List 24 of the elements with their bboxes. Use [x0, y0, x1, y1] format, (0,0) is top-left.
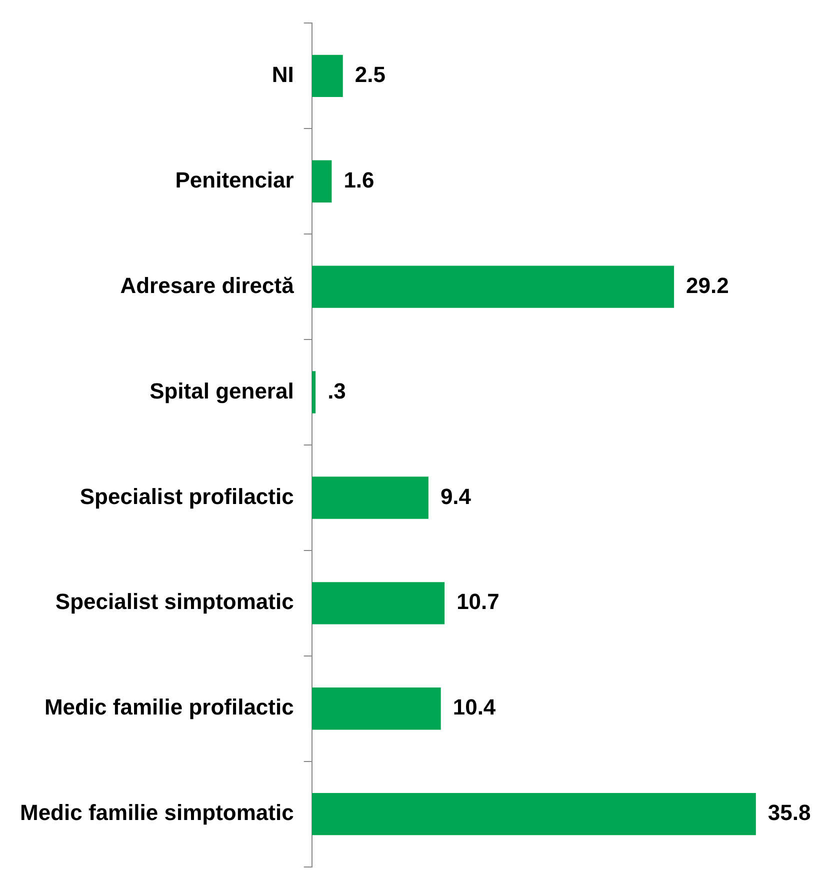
bar: [312, 266, 674, 308]
bar: [312, 688, 441, 730]
data-label: 2.5: [354, 62, 386, 87]
data-label: 10.7: [456, 589, 500, 614]
y-tick-label: Specialist profilactic: [80, 484, 294, 509]
y-tick-label: Penitenciar: [175, 167, 294, 192]
bar: [312, 160, 332, 202]
bar: [312, 476, 428, 519]
bar: [312, 54, 343, 98]
y-tick-label: Adresare directă: [120, 272, 295, 298]
data-label: .3: [328, 378, 346, 404]
y-tick-label: Specialist simptomatic: [55, 589, 294, 614]
bar: [312, 582, 445, 624]
y-tick-label: Spital general: [150, 378, 294, 404]
data-label: 9.4: [440, 484, 472, 509]
y-tick-label: Medic familie profilactic: [44, 694, 294, 720]
y-tick-label: Medic familie simptomatic: [20, 800, 294, 826]
y-tick-label: NI: [272, 62, 294, 87]
bar: [312, 371, 316, 414]
bar: [312, 792, 756, 836]
data-label: 35.8: [768, 800, 811, 826]
data-label: 1.6: [344, 167, 374, 192]
data-label: 29.2: [686, 272, 729, 298]
data-label: 10.4: [452, 694, 496, 720]
